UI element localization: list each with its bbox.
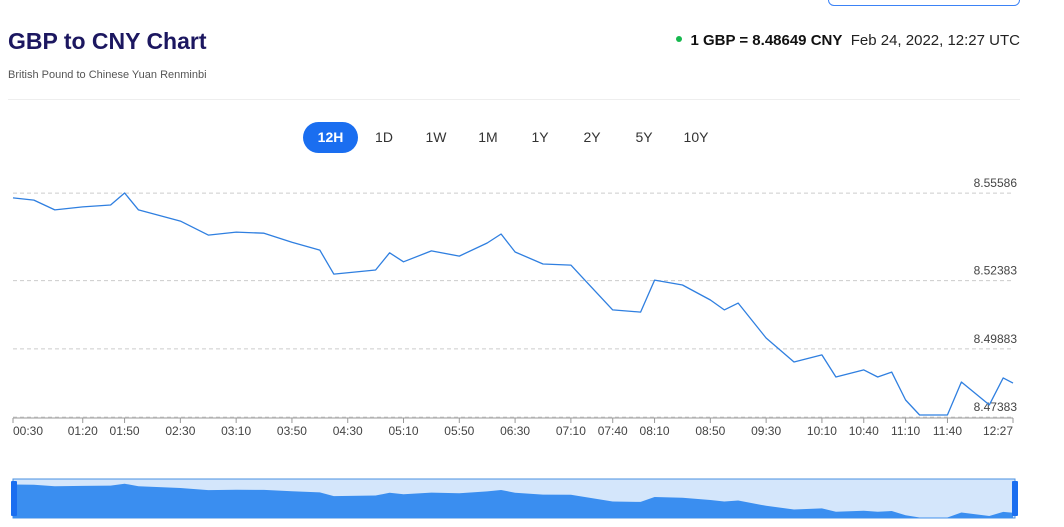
x-tick-label: 04:30 bbox=[333, 424, 363, 438]
x-tick-label: 08:50 bbox=[695, 424, 725, 438]
y-tick-label: 8.52383 bbox=[974, 264, 1018, 278]
x-tick-label: 02:30 bbox=[165, 424, 195, 438]
x-tick-label: 05:10 bbox=[389, 424, 419, 438]
navigator-area bbox=[13, 483, 1013, 518]
range-button[interactable]: 1D bbox=[375, 129, 393, 145]
range-button[interactable]: 1Y bbox=[531, 129, 549, 145]
x-tick-label: 09:30 bbox=[751, 424, 781, 438]
x-tick-label: 00:30 bbox=[13, 424, 43, 438]
range-button[interactable]: 10Y bbox=[683, 129, 709, 145]
x-tick-label: 03:50 bbox=[277, 424, 307, 438]
rate: 1 GBP = 8.48649 CNY bbox=[690, 32, 843, 49]
x-tick-label: 07:40 bbox=[598, 424, 628, 438]
date: Feb 24, 2022, 12:27 UTC bbox=[850, 32, 1020, 49]
navigator-handle[interactable] bbox=[11, 481, 17, 516]
x-tick-label: 01:50 bbox=[110, 424, 140, 438]
x-tick-label: 01:20 bbox=[68, 424, 98, 438]
y-tick-label: 8.49883 bbox=[974, 332, 1018, 346]
range-button[interactable]: 2Y bbox=[583, 129, 601, 145]
x-tick-label: 05:50 bbox=[444, 424, 474, 438]
range-button[interactable]: 1M bbox=[478, 129, 498, 145]
rate-box: 1 GBP = 8.48649 CNY Feb 24, 2022, 12:27 … bbox=[676, 32, 1020, 49]
x-tick-label: 10:40 bbox=[849, 424, 879, 438]
x-tick-label: 08:10 bbox=[640, 424, 670, 438]
range-button[interactable]: 1W bbox=[425, 129, 447, 145]
y-tick-label: 8.47383 bbox=[974, 400, 1018, 414]
title: GBP to CNY Chart bbox=[8, 28, 207, 54]
x-tick-label: 07:10 bbox=[556, 424, 586, 438]
y-tick-label: 8.55586 bbox=[974, 176, 1018, 190]
x-tick-label: 11:40 bbox=[933, 424, 962, 438]
subtitle: British Pound to Chinese Yuan Renminbi bbox=[8, 69, 207, 81]
range-buttons: 12H 1D 1W 1M 1Y 2Y 5Y 10Y bbox=[303, 122, 722, 153]
range-button[interactable]: 12H bbox=[303, 122, 358, 153]
separator bbox=[8, 99, 1020, 100]
price-line bbox=[12, 192, 1014, 416]
x-tick-label: 10:10 bbox=[807, 424, 837, 438]
x-tick-label: 03:10 bbox=[221, 424, 251, 438]
x-tick-label: 11:10 bbox=[891, 424, 920, 438]
range-button[interactable]: 5Y bbox=[635, 129, 653, 145]
live-dot bbox=[676, 36, 683, 43]
x-tick-label: 12:27 bbox=[983, 424, 1013, 438]
navigator-handle[interactable] bbox=[1012, 481, 1018, 516]
x-tick-label: 06:30 bbox=[500, 424, 530, 438]
